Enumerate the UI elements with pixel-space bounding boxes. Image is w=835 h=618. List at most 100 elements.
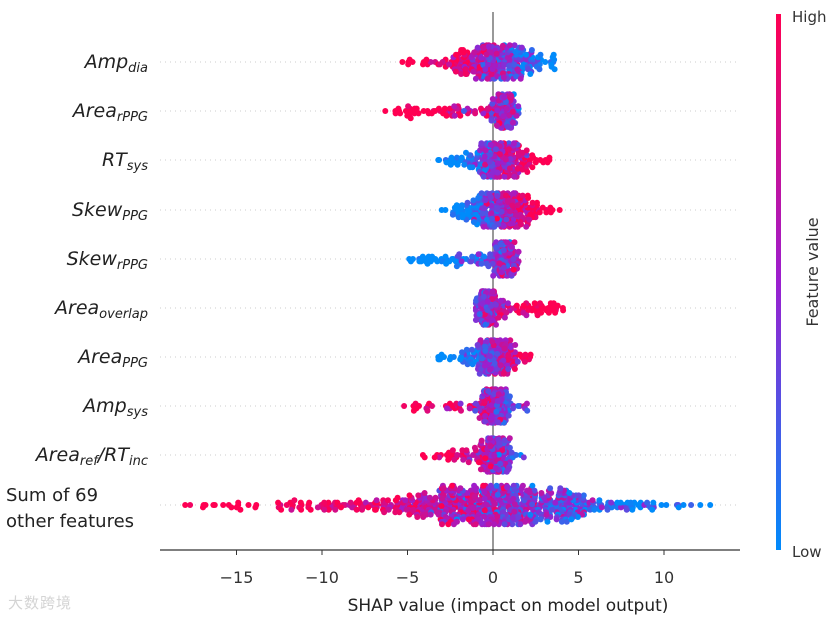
shap-dot: [544, 518, 551, 525]
shap-dot: [508, 449, 515, 456]
shap-dot: [553, 516, 560, 523]
shap-dot: [445, 521, 452, 528]
shap-dot: [245, 502, 252, 508]
shap-dot: [471, 49, 478, 56]
shap-dot: [496, 440, 503, 447]
feature-label: SkewrPPG: [67, 248, 148, 273]
shap-dot: [411, 110, 418, 117]
shap-dot: [469, 504, 476, 511]
shap-dot: [509, 514, 516, 521]
shap-dot: [529, 164, 536, 171]
shap-dot: [406, 511, 413, 518]
shap-dot: [278, 506, 285, 513]
shap-dot: [608, 499, 615, 506]
shap-dot: [490, 391, 497, 398]
shap-dot: [520, 309, 527, 316]
shap-dot: [353, 506, 360, 513]
shap-dot: [478, 140, 485, 147]
shap-dot: [575, 492, 582, 499]
shap-dot: [438, 503, 445, 509]
shap-dot: [480, 482, 487, 489]
shap-dot: [500, 264, 507, 271]
shap-dot: [291, 497, 298, 504]
shap-dot: [507, 156, 514, 163]
shap-dot: [527, 511, 534, 518]
shap-dot: [429, 403, 435, 409]
shap-dot: [550, 51, 557, 58]
shap-dot: [252, 504, 259, 511]
shap-dot: [554, 302, 561, 309]
shap-dot: [487, 366, 493, 373]
shap-dot: [505, 146, 512, 153]
shap-dot: [504, 239, 511, 246]
shap-dot: [472, 400, 479, 407]
shap-dot: [470, 219, 477, 225]
colorbar-low-label: Low: [792, 543, 822, 561]
shap-dot: [448, 154, 455, 161]
shap-dot: [537, 516, 544, 523]
shap-dot: [439, 495, 446, 502]
shap-dot: [385, 497, 391, 504]
shap-dot: [644, 499, 651, 506]
shap-dot: [506, 165, 513, 172]
feature-labels: AmpdiaArearPPGRTsysSkewPPGSkewrPPGAreaov…: [6, 51, 148, 532]
shap-dot: [523, 51, 530, 58]
shap-dot: [524, 192, 531, 199]
shap-dot: [463, 149, 469, 156]
shap-dot: [450, 354, 457, 360]
shap-dot: [534, 199, 540, 206]
shap-dot: [517, 521, 524, 528]
shap-dot: [491, 452, 498, 459]
shap-dot: [427, 511, 434, 518]
feature-label-subscript: rPPG: [117, 110, 148, 125]
shap-dot: [482, 161, 489, 168]
shap-dot: [482, 197, 489, 204]
shap-dot: [494, 215, 500, 222]
shap-dot: [522, 351, 529, 358]
shap-dot: [443, 159, 450, 166]
shap-dot: [480, 110, 487, 117]
x-tick-label: 5: [573, 568, 583, 587]
shap-dot: [411, 105, 418, 112]
feature-label-subscript: rPPG: [117, 258, 148, 273]
shap-dot: [506, 62, 513, 69]
shap-dot: [519, 166, 526, 173]
shap-dot: [580, 492, 587, 499]
shap-dot: [484, 75, 491, 82]
shap-dot: [474, 342, 481, 348]
shap-dot: [435, 105, 442, 112]
shap-dot: [495, 496, 502, 503]
shap-dot: [501, 521, 508, 528]
shap-dot: [675, 504, 682, 511]
shap-dot: [460, 47, 467, 53]
shap-dot: [237, 506, 244, 513]
shap-dot: [423, 56, 430, 63]
shap-dot: [529, 152, 536, 159]
shap-dot: [503, 309, 510, 316]
shap-dot: [423, 511, 430, 518]
shap-dot: [494, 169, 501, 176]
shap-dot: [515, 152, 522, 159]
shap-dot: [453, 400, 460, 407]
shap-dot: [436, 454, 443, 461]
shap-dot: [314, 504, 321, 511]
shap-dot: [604, 506, 611, 513]
shap-dot: [494, 491, 501, 498]
shap-dot: [182, 502, 189, 508]
shap-dot: [414, 514, 421, 520]
shap-dot: [397, 110, 404, 117]
shap-dot: [524, 407, 531, 414]
shap-dot: [487, 463, 494, 470]
shap-dot: [478, 105, 484, 112]
feature-label-main: RT: [102, 149, 128, 171]
feature-label-subscript: sys: [127, 159, 148, 174]
shap-dot: [481, 513, 488, 520]
feature-label-main: Area: [76, 346, 122, 368]
shap-dot: [488, 202, 495, 209]
shap-dot: [500, 94, 507, 101]
shap-dot: [522, 518, 529, 525]
shap-dot: [481, 507, 488, 514]
feature-label-main: Skew: [67, 248, 118, 270]
shap-dot: [504, 484, 511, 491]
